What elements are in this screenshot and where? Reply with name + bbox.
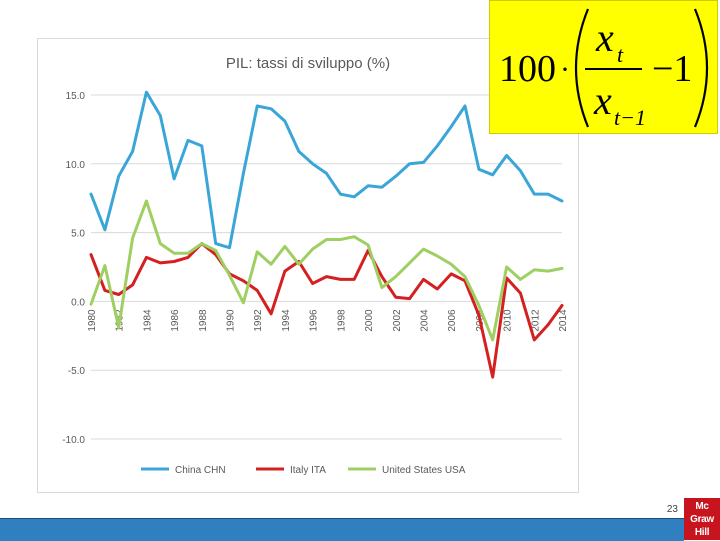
legend-label-3: United States USA	[382, 465, 466, 476]
series-line-2	[89, 242, 564, 379]
y-tick-label: 10.0	[66, 160, 86, 171]
series-lines	[89, 90, 564, 379]
formula-denominator: x	[593, 78, 612, 123]
chart-title: PIL: tassi di sviluppo (%)	[226, 55, 390, 72]
x-tick-label: 2002	[392, 309, 403, 332]
page-number: 23	[666, 504, 678, 515]
x-tick-label: 2014	[558, 309, 569, 332]
y-tick-label: 5.0	[71, 229, 85, 240]
formula-coefficient: 100	[499, 48, 556, 90]
formula-svg: 100 · x t x t−1 −1	[499, 8, 709, 130]
y-tick-label: 0.0	[71, 297, 85, 308]
formula-left-paren	[574, 8, 590, 128]
logo-line-3: Hill	[694, 527, 710, 538]
logo-line-1: Mc	[695, 501, 709, 512]
y-tick-label: 15.0	[66, 91, 86, 102]
x-tick-label: 2012	[530, 309, 541, 332]
formula-denominator-subscript: t−1	[614, 105, 646, 130]
x-tick-label: 1996	[309, 309, 320, 332]
formula-minus-one: −1	[652, 48, 692, 90]
legend-label-1: China CHN	[175, 465, 226, 476]
grid-lines	[91, 94, 562, 440]
x-tick-label: 2000	[364, 309, 375, 332]
y-tick-labels: 15.0 10.0 5.0 0.0 -5.0 -10.0	[62, 91, 85, 446]
x-tick-label: 2004	[419, 309, 430, 332]
chart-svg: PIL: tassi di sviluppo (%) 15.0 10.0 5.0 0.…	[62, 55, 569, 476]
x-tick-label: 1994	[281, 309, 292, 332]
legend: China CHN Italy ITA United States USA	[141, 465, 466, 476]
formula-dot: ·	[560, 53, 570, 86]
publisher-logo: Mc Graw Hill	[684, 498, 720, 540]
formula-numerator: x	[595, 15, 614, 60]
growth-rate-formula: 100 · x t x t−1 −1	[489, 0, 718, 134]
formula-numerator-subscript: t	[617, 42, 624, 67]
x-tick-label: 2010	[503, 309, 514, 332]
y-tick-label: -5.0	[68, 366, 86, 377]
y-tick-label: -10.0	[62, 435, 85, 446]
logo-line-2: Graw	[690, 514, 714, 525]
x-tick-label: 1990	[226, 309, 237, 332]
x-tick-label: 1986	[170, 309, 181, 332]
series-line-3	[89, 199, 564, 342]
footer-bar	[0, 518, 684, 541]
x-tick-label: 1980	[87, 309, 98, 332]
formula-right-paren	[693, 8, 709, 128]
x-tick-label: 2006	[447, 309, 458, 332]
x-tick-label: 1992	[253, 309, 264, 332]
series-line-1	[89, 90, 564, 250]
chart-frame: PIL: tassi di sviluppo (%) 15.0 10.0 5.0 0.…	[37, 38, 579, 493]
x-tick-label: 1984	[142, 309, 153, 332]
x-tick-label: 1988	[198, 309, 209, 332]
legend-label-2: Italy ITA	[290, 465, 326, 476]
x-tick-label: 1998	[336, 309, 347, 332]
